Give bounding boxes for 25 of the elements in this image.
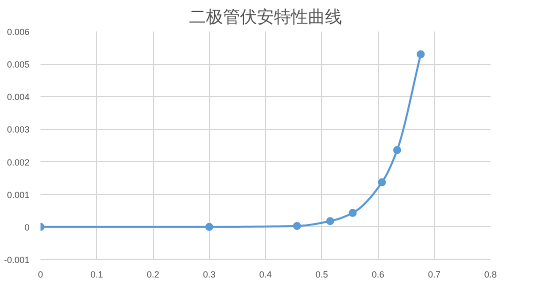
x-tick-label: 0.6 (372, 270, 384, 280)
x-tick-label: 0.4 (259, 270, 272, 280)
point (393, 146, 402, 154)
x-tick-label: 0.2 (146, 270, 160, 280)
chart-title: 二极管伏安特性曲线 (189, 8, 342, 26)
y-tick-label: -0.001 (4, 255, 30, 265)
point (416, 50, 425, 58)
y-tick-label: 0.006 (6, 27, 30, 37)
point (378, 178, 386, 186)
y-tick-label: 0.003 (6, 124, 30, 135)
y-tick-label: 0.001 (6, 190, 30, 200)
x-tick-label: 0.8 (484, 270, 497, 280)
x-tick-label: 0.1 (90, 270, 104, 280)
x-tick-label: 0 (38, 270, 44, 280)
y-tick-label: 0 (24, 222, 30, 232)
y-tick-label: 0.002 (6, 157, 30, 168)
point (293, 222, 301, 230)
point (326, 217, 334, 226)
x-tick-label: 0.5 (315, 270, 328, 280)
y-tick-label: 0.004 (6, 92, 30, 102)
x-tick-label: 0.3 (202, 270, 216, 280)
point (205, 222, 214, 231)
y-tick-label: 0.005 (6, 60, 30, 70)
x-tick-label: 0.7 (428, 270, 441, 280)
point (348, 208, 357, 217)
